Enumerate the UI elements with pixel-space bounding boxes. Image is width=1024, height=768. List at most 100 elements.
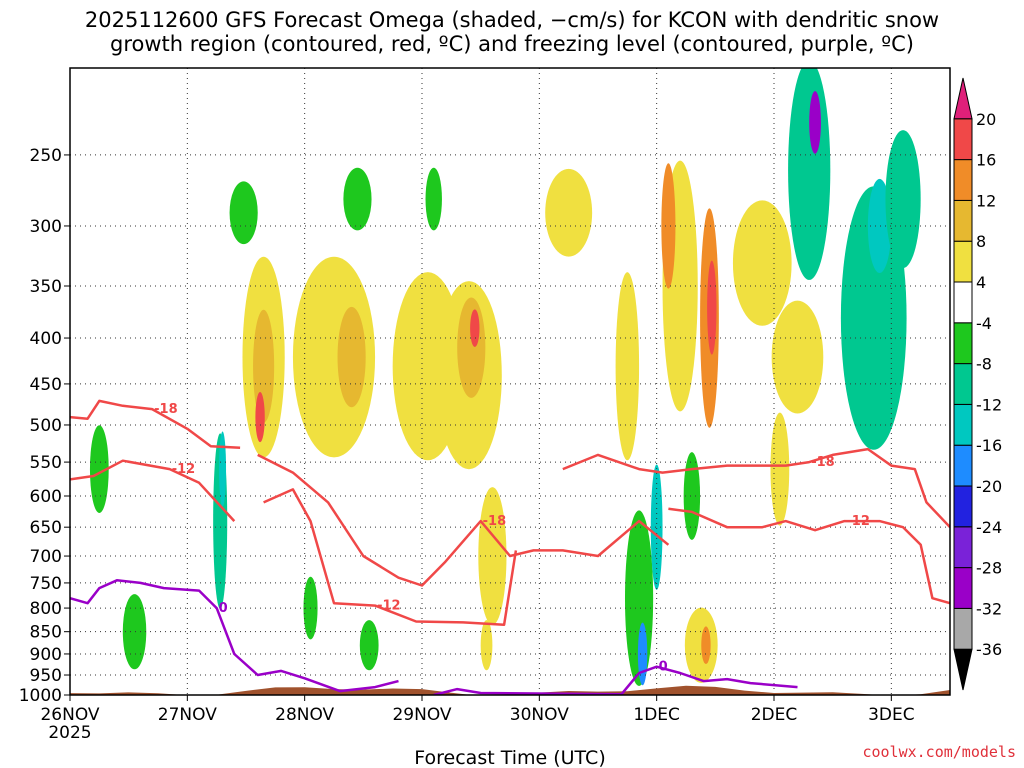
dendritic-contour-label: -18 [483, 514, 507, 529]
colorbar-swatch [953, 485, 973, 528]
x-tick-sublabel: 2025 [48, 723, 91, 743]
colorbar-label: 4 [976, 273, 986, 292]
omega-cell [701, 626, 711, 665]
colorbar-swatch [953, 159, 973, 201]
omega-cell [343, 167, 372, 231]
y-tick-label: 950 [30, 666, 62, 686]
y-tick-label: 750 [30, 574, 62, 594]
y-tick-label: 550 [30, 453, 62, 473]
colorbar-label: -16 [976, 436, 1002, 455]
omega-cell [292, 256, 376, 458]
y-tick-label: 250 [30, 146, 62, 166]
y-tick-label: 500 [30, 416, 62, 436]
omega-cell [89, 425, 109, 514]
credit-link[interactable]: coolwx.com/models [862, 743, 1016, 761]
omega-cell [732, 200, 792, 326]
omega-cell [122, 594, 147, 670]
x-tick-label: 2DEC [751, 705, 798, 725]
omega-cell [684, 607, 718, 683]
omega-cell [788, 68, 831, 280]
colorbar-label: -24 [976, 518, 1002, 537]
y-tick-label: 700 [30, 547, 62, 567]
omega-cell [229, 181, 258, 245]
dendritic-contour-label: -12 [377, 599, 401, 614]
colorbar-label: -8 [976, 355, 992, 374]
omega-cell [480, 620, 493, 671]
freezing-level-contour [433, 665, 798, 695]
dendritic-contour [263, 488, 518, 627]
omega-cell [885, 130, 921, 269]
colorbar-swatch [953, 607, 973, 650]
chart-title-line2: growth region (contoured, red, ºC) and f… [110, 32, 914, 56]
colorbar-swatch [953, 403, 973, 446]
colorbar-label: -12 [976, 395, 1002, 414]
x-tick-label: 28NOV [275, 705, 334, 725]
y-tick-label: 400 [30, 329, 62, 349]
contours: -18 -12 -18 -12 -18 -12 0 0 [70, 399, 950, 695]
x-tick-label: 3DEC [868, 705, 915, 725]
omega-cell [809, 91, 821, 154]
y-tick-label: 650 [30, 518, 62, 538]
omega-cell [425, 167, 442, 231]
omega-cell [255, 392, 265, 443]
colorbar-swatch [953, 444, 973, 487]
omega-cell [457, 297, 486, 398]
colorbar-label: -28 [976, 559, 1002, 578]
dendritic-contour [668, 507, 950, 605]
x-tick-label: 29NOV [392, 705, 451, 725]
colorbar-label: -20 [976, 477, 1002, 496]
colorbar-swatch [953, 526, 973, 569]
omega-cell [470, 309, 480, 347]
omega-cell [770, 412, 790, 526]
x-tick-label: 27NOV [158, 705, 217, 725]
colorbar-label: 16 [976, 151, 996, 170]
colorbar-swatch [953, 322, 973, 365]
y-tick-label: 450 [30, 375, 62, 395]
colorbar: -36 -32 -28 -24 -20 -16 -12 -8 -4 4 8 12 16 20 [953, 77, 1002, 691]
y-tick-label: 350 [30, 277, 62, 297]
plot-area: -18 -12 -18 -12 -18 -12 0 0 [70, 68, 950, 696]
colorbar-swatch [953, 77, 973, 120]
colorbar-label: 20 [976, 110, 996, 129]
y-tick-label: 800 [30, 599, 62, 619]
dendritic-contour-label: -12 [846, 514, 870, 529]
y-tick-label: 600 [30, 487, 62, 507]
x-tick-label: 1DEC [633, 705, 680, 725]
omega-cell [219, 431, 227, 507]
colorbar-swatch [953, 363, 973, 405]
freezing-level-contour-label: 0 [659, 660, 668, 675]
omega-cell [683, 452, 701, 540]
omega-cell [650, 464, 663, 590]
y-tick-label: 300 [30, 217, 62, 237]
x-tick-label: 30NOV [510, 705, 569, 725]
y-tick-label: 1000 [19, 686, 62, 706]
colorbar-label: 12 [976, 191, 996, 210]
colorbar-swatch [953, 118, 973, 161]
freezing-level-contour [70, 579, 399, 693]
colorbar-label: 8 [976, 232, 986, 251]
colorbar-swatch [953, 199, 973, 242]
x-tick-label: 26NOV [40, 705, 99, 725]
colorbar-swatch [953, 281, 973, 324]
omega-cell [707, 260, 717, 355]
omega-cell [661, 163, 676, 289]
omega-cell [337, 306, 366, 408]
colorbar-swatch [953, 240, 973, 283]
omega-cell [478, 487, 507, 626]
dendritic-contour [562, 447, 950, 529]
chart-title-line1: 2025112600 GFS Forecast Omega (shaded, −… [85, 8, 939, 32]
colorbar-swatch [953, 567, 973, 609]
dendritic-contour [70, 399, 241, 449]
axes: 250 300 350 400 450 500 550 600 650 700 750 800 850 9… [19, 67, 951, 743]
x-axis-label: Forecast Time (UTC) [414, 747, 605, 768]
dendritic-contour [70, 459, 236, 522]
dendritic-contour-label: -12 [172, 462, 196, 477]
y-tick-label: 850 [30, 623, 62, 643]
omega-cell [359, 620, 379, 671]
plot-frame [69, 67, 951, 696]
dendritic-contour-label: -18 [811, 455, 835, 470]
terrain-ground [70, 685, 950, 695]
omega-cell [545, 168, 593, 257]
omega-cell [867, 178, 892, 273]
